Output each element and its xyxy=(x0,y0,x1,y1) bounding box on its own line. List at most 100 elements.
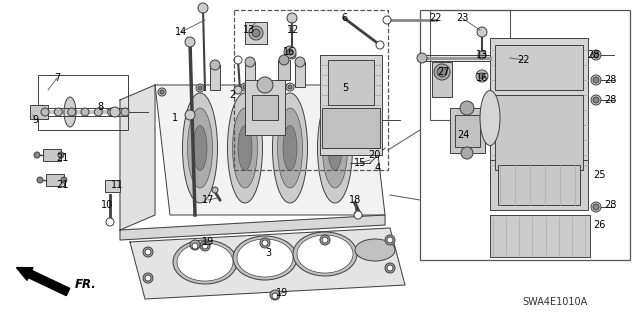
Bar xyxy=(105,180,120,192)
Circle shape xyxy=(260,238,270,248)
Circle shape xyxy=(373,89,377,93)
Circle shape xyxy=(460,101,474,115)
Bar xyxy=(490,215,590,257)
Text: 21: 21 xyxy=(56,153,68,163)
Text: 8: 8 xyxy=(97,102,103,112)
Text: 28: 28 xyxy=(604,95,616,105)
Ellipse shape xyxy=(323,108,348,188)
Circle shape xyxy=(354,211,362,219)
Circle shape xyxy=(185,37,195,47)
Circle shape xyxy=(192,243,198,249)
Circle shape xyxy=(270,290,280,300)
Bar xyxy=(278,60,290,80)
Text: 27: 27 xyxy=(438,67,451,77)
Circle shape xyxy=(417,53,427,63)
Circle shape xyxy=(288,51,296,59)
Ellipse shape xyxy=(188,108,212,188)
Circle shape xyxy=(234,86,242,94)
Bar xyxy=(490,160,588,210)
Circle shape xyxy=(190,240,200,250)
Text: 11: 11 xyxy=(111,180,123,190)
Circle shape xyxy=(287,13,297,23)
Ellipse shape xyxy=(173,240,237,284)
Text: FR.: FR. xyxy=(75,278,97,292)
Circle shape xyxy=(295,57,305,67)
Text: 15: 15 xyxy=(354,158,366,168)
Circle shape xyxy=(108,108,116,116)
Text: 25: 25 xyxy=(593,170,605,180)
Ellipse shape xyxy=(355,239,395,261)
Circle shape xyxy=(476,70,488,82)
Ellipse shape xyxy=(278,108,303,188)
Text: 18: 18 xyxy=(349,195,361,205)
Circle shape xyxy=(234,56,242,64)
Ellipse shape xyxy=(177,243,233,281)
Ellipse shape xyxy=(328,125,342,170)
Circle shape xyxy=(158,88,166,96)
Bar xyxy=(328,60,374,105)
Circle shape xyxy=(41,108,49,116)
Circle shape xyxy=(34,152,40,158)
Circle shape xyxy=(185,110,195,120)
Text: SWA4E1010A: SWA4E1010A xyxy=(522,297,588,307)
Text: 16: 16 xyxy=(283,47,295,57)
Circle shape xyxy=(68,108,76,116)
Bar xyxy=(245,62,255,87)
Circle shape xyxy=(37,177,43,183)
Circle shape xyxy=(322,237,328,243)
Bar xyxy=(234,10,388,170)
Bar xyxy=(345,65,355,90)
Text: 4: 4 xyxy=(375,163,381,173)
Circle shape xyxy=(385,263,395,273)
Text: 19: 19 xyxy=(202,237,214,247)
Circle shape xyxy=(58,152,64,158)
Text: 26: 26 xyxy=(593,220,605,230)
Bar xyxy=(365,72,375,97)
Bar xyxy=(252,95,278,120)
Circle shape xyxy=(331,84,339,92)
Bar xyxy=(210,65,220,90)
Circle shape xyxy=(279,55,289,65)
Bar xyxy=(432,62,452,97)
Ellipse shape xyxy=(317,93,353,203)
Circle shape xyxy=(198,86,202,90)
Ellipse shape xyxy=(273,93,307,203)
Circle shape xyxy=(591,75,601,85)
Polygon shape xyxy=(155,85,385,215)
Circle shape xyxy=(210,60,220,70)
Ellipse shape xyxy=(227,93,262,203)
Circle shape xyxy=(262,240,268,246)
Circle shape xyxy=(284,46,296,58)
Circle shape xyxy=(94,108,102,116)
Circle shape xyxy=(387,237,393,243)
Circle shape xyxy=(286,83,294,91)
Text: 20: 20 xyxy=(368,150,380,160)
Bar xyxy=(46,174,64,186)
Ellipse shape xyxy=(238,125,252,170)
Circle shape xyxy=(383,16,391,24)
Circle shape xyxy=(461,147,473,159)
Bar xyxy=(43,149,61,161)
Bar xyxy=(450,108,485,153)
Circle shape xyxy=(320,235,330,245)
Circle shape xyxy=(145,249,151,255)
Circle shape xyxy=(365,67,375,77)
Text: 12: 12 xyxy=(287,25,299,35)
Text: 14: 14 xyxy=(175,27,187,37)
Circle shape xyxy=(252,29,260,37)
Ellipse shape xyxy=(64,97,76,127)
Circle shape xyxy=(591,95,601,105)
Circle shape xyxy=(376,41,384,49)
Text: 13: 13 xyxy=(476,50,488,60)
Circle shape xyxy=(241,83,249,91)
Circle shape xyxy=(160,90,164,94)
Text: 22: 22 xyxy=(429,13,442,23)
Text: 1: 1 xyxy=(172,113,178,123)
Bar xyxy=(455,115,480,147)
Circle shape xyxy=(345,60,355,70)
Circle shape xyxy=(333,86,337,90)
Polygon shape xyxy=(120,85,155,230)
Circle shape xyxy=(371,87,379,95)
Text: 19: 19 xyxy=(276,288,288,298)
Circle shape xyxy=(478,51,486,59)
